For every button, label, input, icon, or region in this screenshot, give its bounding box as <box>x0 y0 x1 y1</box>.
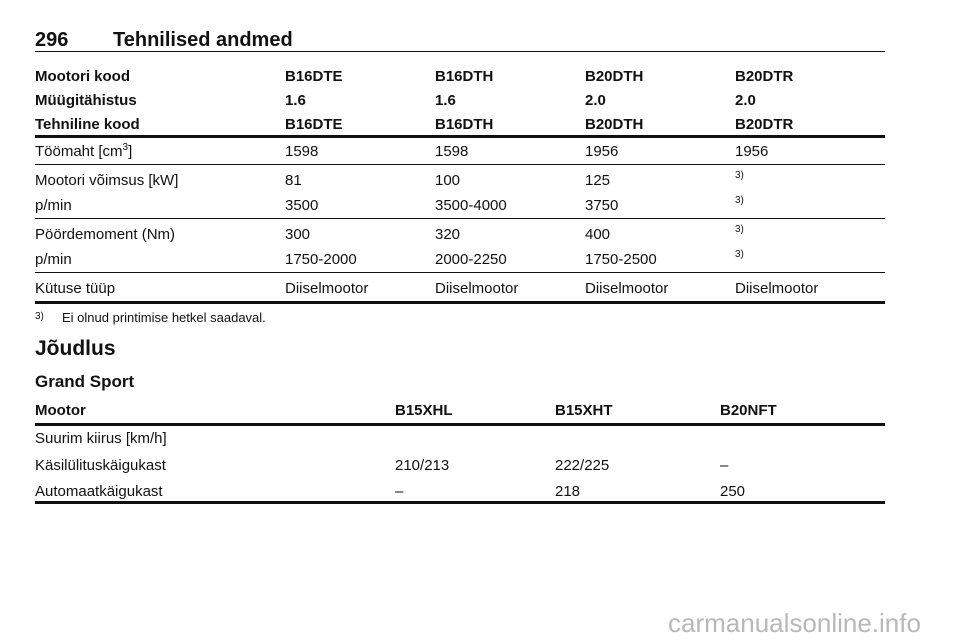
cell: B16DTH <box>435 68 494 85</box>
cell: B16DTE <box>285 116 343 133</box>
cell: 250 <box>720 483 746 500</box>
cell: 1750-2000 <box>285 251 357 268</box>
cell: Diiselmootor <box>435 280 519 297</box>
rule <box>35 301 885 304</box>
cell: 218 <box>555 483 581 500</box>
cell: B20DTH <box>585 68 644 85</box>
cell: Müügitähistus <box>35 92 137 109</box>
cell: Mootori kood <box>35 68 130 85</box>
text: Töömaht [cm <box>35 143 123 160</box>
cell: B20DTH <box>585 116 644 133</box>
cell: 3750 <box>585 197 619 214</box>
cell: B16DTE <box>285 68 343 85</box>
cell: – <box>720 456 729 474</box>
rule <box>35 501 885 504</box>
footnote-mark: 3) <box>35 311 44 322</box>
cell: Käsilülituskäigukast <box>35 456 166 474</box>
cell: Kütuse tüüp <box>35 280 116 297</box>
cell: 1956 <box>735 143 769 160</box>
subsection-title: Grand Sport <box>35 372 135 391</box>
rule <box>35 423 885 426</box>
rule <box>35 51 885 52</box>
cell: – <box>395 483 404 500</box>
cell: 1.6 <box>285 92 306 109</box>
section-title: Jõudlus <box>35 337 116 360</box>
rule <box>35 218 885 219</box>
cell: 2000-2250 <box>435 251 507 268</box>
cell: B15XHL <box>395 402 453 419</box>
footnote-ref: 3) <box>735 224 744 235</box>
cell: Diiselmootor <box>585 280 669 297</box>
cell: 125 <box>585 172 611 189</box>
cell: 222/225 <box>555 456 610 474</box>
cell: Mootor <box>35 402 86 419</box>
cell: Diiselmootor <box>285 280 369 297</box>
cell: B15XHT <box>555 402 613 419</box>
text: ] <box>128 143 133 160</box>
cell: 3500 <box>285 197 319 214</box>
cell: 2.0 <box>585 92 606 109</box>
footnote-ref: 3) <box>735 170 744 181</box>
cell: Automaatkäigukast <box>35 483 163 500</box>
cell: 300 <box>285 226 311 243</box>
footnote-ref: 3) <box>735 249 744 260</box>
cell: 400 <box>585 226 611 243</box>
cell: 210/213 <box>395 456 450 474</box>
cell: Pöördemoment (Nm) <box>35 226 176 243</box>
watermark: carmanualsonline.info <box>668 608 921 638</box>
cell: B16DTH <box>435 116 494 133</box>
cell: 81 <box>285 172 302 189</box>
rule <box>35 164 885 165</box>
footnote-ref: 3) <box>735 195 744 206</box>
cell: 1.6 <box>435 92 456 109</box>
page-number: 296 <box>35 29 69 51</box>
cell: Diiselmootor <box>735 280 819 297</box>
cell: 1750-2500 <box>585 251 657 268</box>
cell: 100 <box>435 172 461 189</box>
cell: 1956 <box>585 143 619 160</box>
footnote-text: Ei olnud printimise hetkel saadaval. <box>62 310 266 325</box>
cell: Suurim kiirus [km/h] <box>35 430 167 447</box>
cell: B20DTR <box>735 68 794 85</box>
cell: 2.0 <box>735 92 756 109</box>
cell: 1598 <box>285 143 319 160</box>
cell: 320 <box>435 226 461 243</box>
cell: p/min <box>35 197 72 214</box>
cell: 1598 <box>435 143 469 160</box>
rule <box>35 135 885 138</box>
cell: p/min <box>35 251 72 268</box>
page-title: Tehnilised andmed <box>113 29 293 51</box>
cell: B20DTR <box>735 116 794 133</box>
cell: Mootori võimsus [kW] <box>35 172 179 189</box>
cell: Tehniline kood <box>35 116 140 133</box>
cell: Töömaht [cm3] <box>35 143 132 161</box>
superscript: 3 <box>122 142 129 153</box>
cell: 3500-4000 <box>435 197 507 214</box>
rule <box>35 272 885 273</box>
cell: B20NFT <box>720 402 777 419</box>
